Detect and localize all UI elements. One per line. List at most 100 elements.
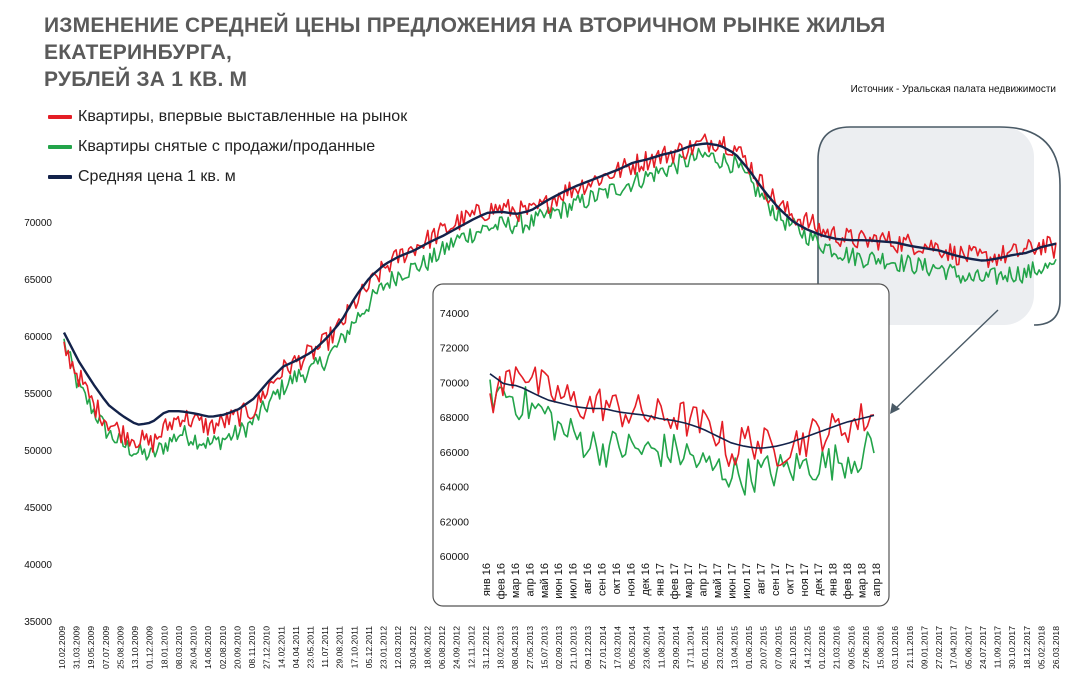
highlight-border: [999, 126, 1061, 326]
legend-label-sold: Квартиры снятые с продажи/проданные: [78, 138, 376, 155]
inset-x-tick-label: май 16: [539, 563, 551, 598]
inset-panel: [432, 283, 890, 607]
zoom-arrow-head: [890, 403, 900, 414]
x-tick-label: 29.08.2011: [335, 626, 345, 669]
x-tick-label: 23.02.2015: [715, 626, 725, 669]
inset-x-tick-label: дек 16: [640, 563, 652, 596]
inset-x-tick-label: апр 18: [871, 563, 883, 596]
x-tick-label: 27.02.2017: [934, 626, 944, 669]
inset-x-tick-label: ноя 17: [799, 563, 811, 596]
series-line-sold-main: [63, 147, 1057, 461]
inset-x-tick-label: авг 17: [755, 563, 767, 594]
x-tick-label: 23.05.2011: [306, 626, 316, 669]
x-tick-label: 21.11.2016: [905, 626, 915, 669]
inset-y-tick-label: 64000: [440, 482, 469, 494]
inset-x-tick-label: мар 18: [857, 563, 869, 598]
x-tick-label: 24.09.2012: [452, 626, 462, 669]
legend-swatch-navy: [48, 175, 72, 179]
x-tick-label: 27.06.2016: [861, 626, 871, 669]
highlight-region: [818, 127, 1034, 325]
legend-label-average: Средняя цена 1 кв. м: [78, 168, 236, 185]
x-tick-label: 03.10.2016: [890, 626, 900, 669]
x-tick-label: 17.11.2014: [686, 626, 696, 669]
x-tick-label: 06.08.2012: [437, 626, 447, 669]
x-tick-label: 27.05.2013: [525, 626, 535, 669]
y-tick-label: 50000: [24, 446, 52, 457]
y-tick-label: 65000: [24, 275, 52, 286]
x-tick-label: 23.06.2014: [642, 626, 652, 669]
x-tick-label: 05.01.2015: [700, 626, 710, 669]
inset-x-tick-label: сен 16: [597, 563, 609, 596]
x-tick-label: 17.03.2014: [613, 626, 623, 669]
x-tick-label: 10.02.2009: [57, 626, 67, 669]
inset-x-tick-label: мар 16: [510, 563, 522, 598]
y-tick-label: 45000: [24, 503, 52, 514]
x-tick-label: 05.06.2017: [963, 626, 973, 669]
series-line-sold-inset: [489, 379, 875, 496]
x-tick-label: 11.08.2014: [656, 626, 666, 669]
x-tick-label: 11.09.2017: [993, 626, 1003, 669]
x-tick-label: 13.10.2009: [130, 626, 140, 669]
x-tick-label: 21.10.2013: [569, 626, 579, 669]
x-tick-label: 18.06.2012: [422, 626, 432, 669]
x-tick-label: 13.04.2015: [729, 626, 739, 669]
x-tick-label: 31.03.2009: [72, 626, 82, 669]
main-y-axis: 35000 40000 45000 50000 55000 60000 65000 70000: [24, 218, 52, 628]
x-tick-label: 26.04.2010: [189, 626, 199, 669]
chart-title-line2: РУБЛЕЙ ЗА 1 КВ. М: [44, 68, 248, 91]
x-tick-label: 05.05.2014: [627, 626, 637, 669]
x-tick-label: 21.03.2016: [832, 626, 842, 669]
x-tick-label: 30.10.2017: [1007, 626, 1017, 669]
legend-item-sold: Квартиры снятые с продажи/проданные: [48, 132, 407, 162]
y-tick-label: 40000: [24, 560, 52, 571]
inset-series: [489, 366, 875, 496]
x-tick-label: 01.06.2015: [744, 626, 754, 669]
x-tick-label: 29.09.2014: [671, 626, 681, 669]
x-tick-label: 02.08.2010: [218, 626, 228, 669]
series-line-avg-inset: [489, 373, 875, 449]
x-tick-label: 11.07.2011: [320, 626, 330, 668]
y-tick-label: 70000: [24, 218, 52, 229]
inset-y-axis: 60000 62000 64000 66000 68000 70000 72000 74000: [440, 308, 469, 563]
x-tick-label: 12.11.2012: [466, 626, 476, 669]
inset-x-tick-label: янв 16: [481, 563, 493, 596]
inset-x-tick-label: фев 18: [842, 563, 854, 599]
y-tick-label: 55000: [24, 389, 52, 400]
inset-x-tick-label: дек 17: [813, 563, 825, 596]
source-note: Источник - Уральская палата недвижимости: [850, 84, 1056, 95]
x-tick-label: 30.04.2012: [408, 626, 418, 669]
x-tick-label: 04.04.2011: [291, 626, 301, 669]
inset-y-tick-label: 62000: [440, 516, 469, 528]
chart-title: ИЗМЕНЕНИЕ СРЕДНЕЙ ЦЕНЫ ПРЕДЛОЖЕНИЯ НА ВТ…: [44, 12, 1044, 93]
inset-x-tick-label: сен 17: [770, 563, 782, 596]
x-tick-label: 14.06.2010: [203, 626, 213, 669]
x-tick-label: 23.01.2012: [379, 626, 389, 669]
x-tick-label: 19.05.2009: [86, 626, 96, 669]
inset-x-tick-label: май 17: [712, 563, 724, 598]
legend: Квартиры, впервые выставленные на рынок …: [48, 102, 407, 192]
x-tick-label: 09.01.2017: [919, 626, 929, 669]
x-tick-label: 27.12.2010: [262, 626, 272, 669]
zoom-arrow: [893, 309, 999, 411]
inset-x-tick-label: июн 16: [553, 563, 565, 599]
legend-label-new-listings: Квартиры, впервые выставленные на рынок: [78, 108, 408, 125]
x-tick-label: 08.11.2010: [247, 626, 257, 669]
series-line-avg: [62, 142, 1057, 426]
x-tick-label: 18.12.2017: [1022, 626, 1032, 669]
x-tick-label: 18.01.2010: [159, 626, 169, 669]
inset-x-tick-label: окт 16: [611, 563, 623, 594]
inset-y-tick-label: 66000: [440, 447, 469, 459]
x-tick-label: 15.07.2013: [539, 626, 549, 669]
inset-y-tick-label: 68000: [440, 412, 469, 424]
x-tick-label: 24.07.2017: [978, 626, 988, 669]
x-tick-label: 02.09.2013: [554, 626, 564, 669]
inset-x-axis: янв 16 фев 16 мар 16 апр 16 май 16 июн 16 июл …: [481, 563, 883, 599]
inset-y-tick-label: 74000: [440, 308, 469, 320]
y-tick-label: 35000: [24, 617, 52, 628]
inset-x-tick-label: янв 17: [654, 563, 666, 596]
x-tick-label: 08.03.2010: [174, 626, 184, 669]
y-tick-label: 60000: [24, 332, 52, 343]
inset-x-tick-label: мар 17: [683, 563, 695, 598]
x-tick-label: 08.04.2013: [510, 626, 520, 669]
